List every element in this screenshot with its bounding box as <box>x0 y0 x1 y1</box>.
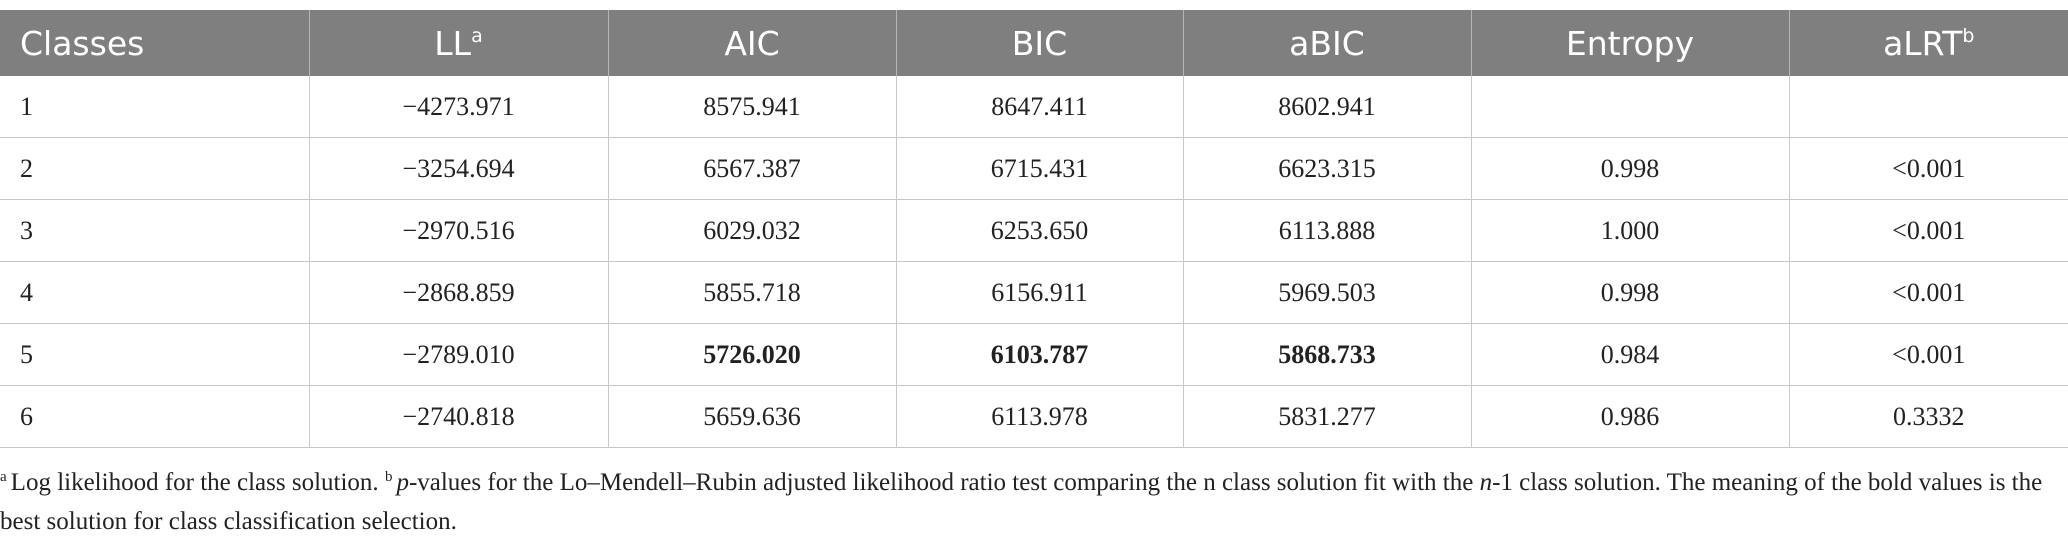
table-cell: −4273.971 <box>308 76 608 138</box>
footnote-text: -1 class solution. The meaning of the bo… <box>0 469 2043 535</box>
table-cell: 0.998 <box>1470 137 1789 200</box>
empty-cell <box>1470 76 1789 138</box>
table-cell: 5868.733 <box>1182 323 1471 386</box>
table-cell: 8575.941 <box>607 76 896 138</box>
table-cell: 6567.387 <box>607 137 896 200</box>
table-row: 3 −2970.516 6029.032 6253.650 6113.888 1.000 <… <box>0 199 2068 262</box>
footnote: a Log likelihood for the class solution. … <box>0 458 2060 541</box>
table-row: 1 −4273.971 8575.941 8647.411 8602.941 <box>0 76 2068 138</box>
table-cell: 6113.978 <box>895 385 1183 448</box>
table-cell: <0.001 <box>1788 137 2068 200</box>
header-cell: Entropy <box>1470 10 1789 76</box>
table-cell: 0.986 <box>1470 385 1789 448</box>
table-cell: 5659.636 <box>607 385 896 448</box>
header-text: AIC <box>724 23 780 63</box>
header-cell: AIC <box>607 10 896 76</box>
table-cell: −2789.010 <box>308 323 608 386</box>
table-cell: 6029.032 <box>607 199 896 262</box>
header-text: BIC <box>1011 23 1068 63</box>
empty-cell <box>1788 76 2068 138</box>
footnote-text: b <box>384 469 393 485</box>
header-text: aLRT <box>1883 23 1963 63</box>
footnote-text: -values for the Lo–Mendell–Rubin adjuste… <box>408 469 1480 496</box>
table-cell: <0.001 <box>1788 261 2068 324</box>
table-cell: 8602.941 <box>1182 76 1471 138</box>
table-cell: 6253.650 <box>895 199 1183 262</box>
table-row: 6 −2740.818 5659.636 6113.978 5831.277 0.986 0… <box>0 385 2068 448</box>
header-text: aBIC <box>1289 23 1365 63</box>
table-body: 1 −4273.971 8575.941 8647.411 8602.941 2 −3254… <box>0 76 2068 448</box>
table-cell: 4 <box>0 261 309 324</box>
table-cell: 0.998 <box>1470 261 1789 324</box>
table-cell: −2740.818 <box>308 385 608 448</box>
table-row: 5 −2789.010 5726.020 6103.787 5868.733 0.984 <… <box>0 323 2068 386</box>
header-cell: aBIC <box>1182 10 1471 76</box>
table-cell: 5831.277 <box>1182 385 1471 448</box>
table-cell: 8647.411 <box>895 76 1183 138</box>
table-cell: 0.3332 <box>1788 385 2068 448</box>
header-text: Classes <box>20 23 145 63</box>
results-table: Classes LLa AIC BIC aBIC Entropy aLRTb 1 −4273.… <box>0 10 2068 448</box>
table-cell: 6156.911 <box>895 261 1183 324</box>
header-cell: BIC <box>895 10 1183 76</box>
header-superscript: a <box>471 24 483 47</box>
table-cell: 5969.503 <box>1182 261 1471 324</box>
header-cell: aLRTb <box>1788 10 2068 76</box>
header-superscript: b <box>1962 24 1975 47</box>
table-cell: 1 <box>0 76 309 138</box>
table-row: 2 −3254.694 6567.387 6715.431 6623.315 0.998 <… <box>0 137 2068 200</box>
header-cell: LLa <box>308 10 608 76</box>
table-row: 4 −2868.859 5855.718 6156.911 5969.503 0.998 <… <box>0 261 2068 324</box>
footnote-text: Log likelihood for the class solution. <box>10 469 385 496</box>
table-cell: <0.001 <box>1788 323 2068 386</box>
header-text: Entropy <box>1565 23 1695 63</box>
table-cell: −2868.859 <box>308 261 608 324</box>
table-cell: 5855.718 <box>607 261 896 324</box>
table-cell: 6623.315 <box>1182 137 1471 200</box>
footnote-text: n <box>1479 469 1493 496</box>
table-cell: 1.000 <box>1470 199 1789 262</box>
table-cell: 6113.888 <box>1182 199 1471 262</box>
table-cell: −3254.694 <box>308 137 608 200</box>
table-cell: 2 <box>0 137 309 200</box>
table-cell: −2970.516 <box>308 199 608 262</box>
footnote-text: p <box>396 469 409 496</box>
header-cell: Classes <box>0 10 309 76</box>
header-text: LL <box>434 23 472 63</box>
table-cell: 3 <box>0 199 309 262</box>
table-cell: 5 <box>0 323 309 386</box>
table-cell: 5726.020 <box>607 323 896 386</box>
footnote-text: a <box>0 469 7 485</box>
header-row: Classes LLa AIC BIC aBIC Entropy aLRTb <box>0 10 2068 76</box>
table-cell: 0.984 <box>1470 323 1789 386</box>
table-cell: 6103.787 <box>895 323 1183 386</box>
table-cell: 6 <box>0 385 309 448</box>
table-cell: <0.001 <box>1788 199 2068 262</box>
table-cell: 6715.431 <box>895 137 1183 200</box>
